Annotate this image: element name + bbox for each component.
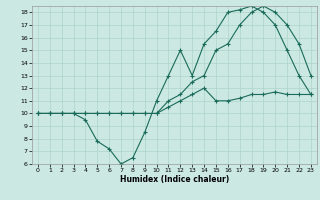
X-axis label: Humidex (Indice chaleur): Humidex (Indice chaleur)	[120, 175, 229, 184]
